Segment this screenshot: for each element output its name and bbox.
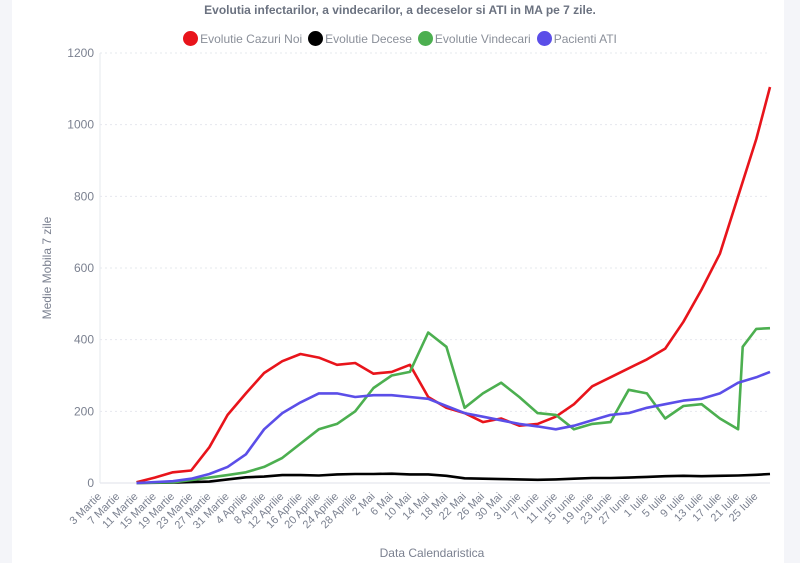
- y-tick-label: 800: [74, 189, 94, 203]
- legend-dot-icon: [536, 31, 552, 46]
- legend-item-ati[interactable]: Pacienti ATI: [536, 31, 617, 46]
- x-axis-label: Data Calendaristica: [380, 546, 485, 560]
- legend-dot-icon: [308, 31, 324, 46]
- legend-dot-icon: [417, 31, 433, 46]
- legend: Evolutie Cazuri Noi Evolutie Decese Evol…: [0, 31, 800, 46]
- legend-item-vindecari[interactable]: Evolutie Vindecari: [417, 31, 531, 46]
- series-line-evolutie-cazuri-noi: [136, 86, 772, 484]
- y-tick-label: 600: [74, 261, 94, 275]
- y-tick-label: 0: [87, 476, 94, 490]
- legend-item-decese[interactable]: Evolutie Decese: [308, 31, 412, 46]
- legend-label: Evolutie Cazuri Noi: [200, 31, 303, 46]
- legend-label: Pacienti ATI: [553, 31, 617, 46]
- y-axis-label: Medie Mobila 7 zile: [40, 216, 54, 319]
- series-line-evolutie-decese: [136, 472, 771, 485]
- series-line-pacienti-ati: [136, 370, 771, 485]
- chart-title: Evolutia infectarilor, a vindecarilor, a…: [204, 3, 596, 17]
- legend-label: Evolutie Vindecari: [434, 31, 531, 46]
- y-tick-label: 1000: [67, 118, 94, 132]
- legend-item-cazuri[interactable]: Evolutie Cazuri Noi: [183, 31, 302, 46]
- legend-dot-icon: [183, 31, 199, 46]
- y-tick-label: 1200: [67, 46, 94, 60]
- y-tick-label: 200: [74, 404, 94, 418]
- legend-label: Evolutie Decese: [325, 31, 412, 46]
- chart-card: [12, 0, 784, 563]
- y-tick-label: 400: [74, 333, 94, 347]
- series-line-evolutie-vindecari: [136, 326, 771, 485]
